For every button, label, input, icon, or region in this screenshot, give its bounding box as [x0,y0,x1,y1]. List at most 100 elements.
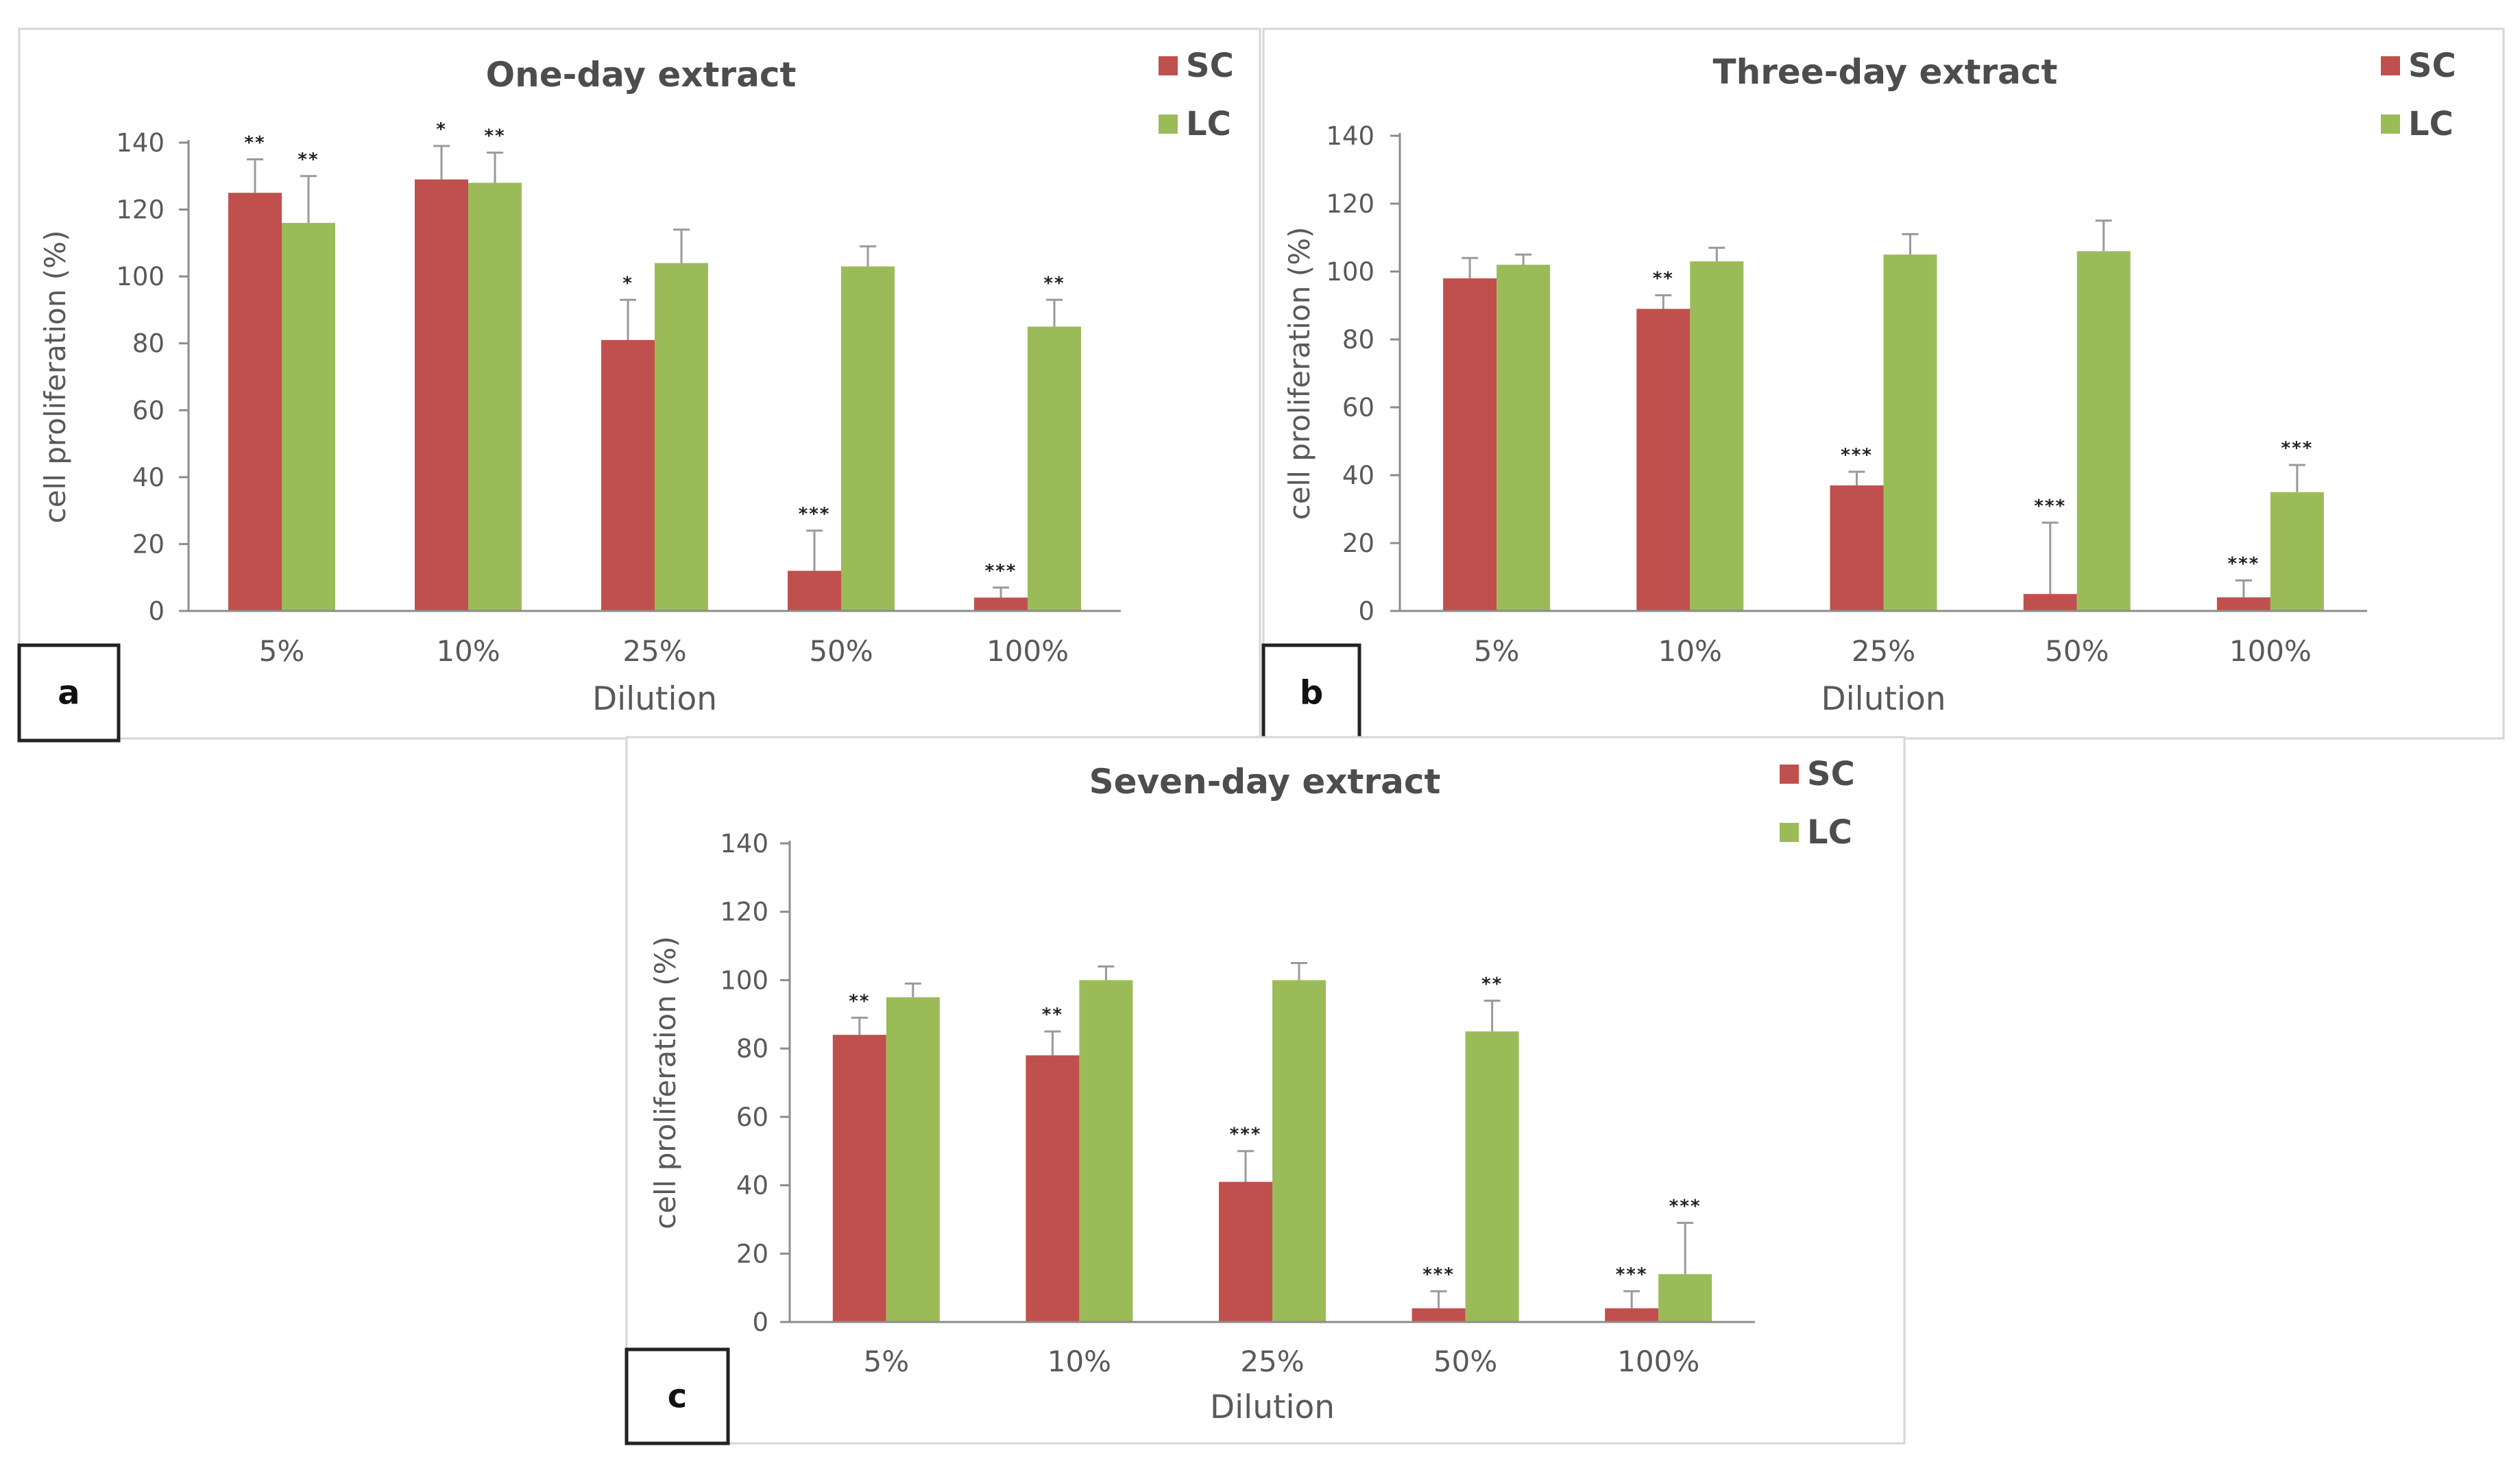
bar-lc-2 [1883,254,1937,611]
bar-lc-3 [2076,251,2131,611]
significance-marker: ** [244,132,265,153]
x-axis-title: Dilution [1210,1389,1335,1426]
bar-sc-4 [974,597,1028,611]
bar-sc-1 [1636,309,1691,611]
x-category-label: 5% [863,1345,909,1378]
x-category-label: 50% [2045,634,2109,668]
significance-marker: ** [1042,1005,1063,1025]
bar-sc-2 [1830,485,1884,611]
y-tick-label: 120 [720,898,768,927]
y-tick-label: 40 [1342,461,1374,490]
y-tick-label: 100 [116,262,165,291]
bar-lc-2 [1272,980,1326,1322]
bar-sc-3 [2023,594,2077,611]
y-tick-label: 20 [132,529,165,559]
y-tick-label: 0 [1358,597,1374,626]
significance-marker: *** [2281,438,2314,459]
bar-lc-0 [886,997,940,1322]
significance-marker: *** [1422,1264,1455,1285]
bar-lc-4 [2270,492,2324,611]
bar-lc-3 [841,266,895,611]
legend-swatch-sc [1780,765,1799,784]
significance-marker: ** [1043,273,1065,293]
y-tick-label: 120 [116,195,165,225]
y-tick-label: 80 [1342,325,1374,355]
y-axis-title: cell proliferation (%) [1283,227,1316,520]
significance-marker: *** [1230,1125,1262,1145]
significance-marker: ** [1653,269,1674,289]
significance-marker: ** [484,126,505,147]
significance-marker: ** [849,991,870,1011]
x-category-label: 50% [809,634,873,668]
bar-lc-1 [1079,980,1133,1322]
y-tick-label: 60 [1342,393,1374,422]
significance-marker: *** [2034,496,2066,516]
bar-sc-0 [1443,278,1497,611]
y-tick-label: 80 [736,1034,768,1064]
panel-badge-label: c [668,1378,687,1416]
bar-lc-4 [1658,1274,1712,1322]
y-tick-label: 60 [736,1103,768,1132]
x-axis-title: Dilution [1821,680,1946,718]
bar-lc-2 [655,263,708,611]
y-tick-label: 0 [752,1308,768,1337]
panel-badge [625,1347,730,1445]
x-category-label: 5% [1474,634,1520,668]
y-tick-label: 20 [1342,529,1374,558]
x-category-label: 5% [259,634,305,668]
significance-marker: ** [1481,974,1503,994]
panel-frame [625,736,1906,1445]
x-axis-title: Dilution [592,680,717,718]
significance-marker: ** [298,149,319,170]
legend-swatch-sc [2381,56,2400,75]
bar-sc-3 [1412,1308,1466,1322]
legend-swatch-lc [2381,115,2400,134]
x-category-label: 25% [622,634,686,668]
y-tick-label: 120 [1326,189,1374,219]
x-category-label: 25% [1852,634,1915,668]
x-category-label: 100% [1617,1345,1699,1378]
bar-lc-1 [468,182,522,611]
chart-panel-c: Seven-day extract SC LC 0 20 40 60 80 100 120 140 c… [625,736,1906,1445]
legend-label-lc: LC [1186,105,1231,143]
bar-lc-0 [1497,265,1551,611]
legend-label-sc: SC [1807,755,1855,793]
y-tick-label: 40 [132,463,165,492]
significance-marker: *** [985,561,1017,581]
legend-swatch-lc [1159,115,1178,134]
panel-badge [17,643,121,743]
y-axis-title: cell proliferation (%) [649,936,682,1229]
y-tick-label: 100 [1326,257,1374,287]
chart-panel-a: One-day extract SC LC 0 20 40 60 80 100 120 140 cel… [17,27,1261,743]
significance-marker: * [622,273,633,293]
bar-sc-3 [788,570,841,611]
x-category-label: 50% [1433,1345,1497,1378]
bar-sc-1 [1026,1055,1080,1322]
chart-panel-b: Three-day extract SC LC 0 20 40 60 80 100 120 140 c… [1261,27,2505,743]
legend-label-sc: SC [1186,47,1234,85]
bar-lc-4 [1028,326,1081,611]
bar-sc-4 [2216,597,2270,611]
chart-title: One-day extract [486,55,797,95]
significance-marker: *** [1841,445,1873,466]
significance-marker: *** [2228,553,2260,574]
y-tick-label: 140 [116,128,165,158]
legend-label-sc: SC [2408,47,2456,85]
chart-title: Seven-day extract [1089,762,1441,802]
x-category-label: 100% [2229,634,2312,668]
bar-sc-2 [1219,1181,1272,1322]
x-category-label: 100% [986,634,1069,668]
y-tick-label: 0 [148,597,165,626]
bar-sc-4 [1605,1308,1659,1322]
significance-marker: * [436,119,447,140]
bar-lc-0 [282,223,335,612]
y-tick-label: 140 [1326,121,1374,151]
y-tick-label: 100 [720,965,768,995]
y-tick-label: 20 [736,1239,768,1269]
significance-marker: *** [799,504,831,525]
y-tick-label: 40 [736,1171,768,1201]
panel-badge-label: b [1300,674,1323,712]
chart-title: Three-day extract [1713,52,2058,92]
legend-label-lc: LC [2408,105,2454,143]
